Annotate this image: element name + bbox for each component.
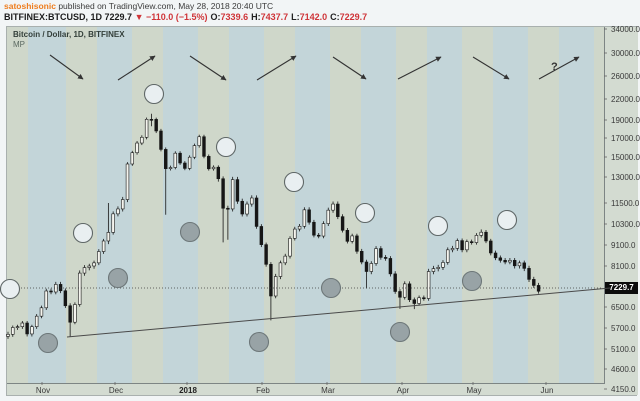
time-axis-label: May	[466, 386, 482, 395]
price-axis[interactable]: 34000.0 30000.0 26000.0 22000.0 19000.0 17000…	[605, 25, 640, 395]
price-axis-label: 19000.0	[611, 116, 640, 125]
time-axis-label: Dec	[108, 386, 124, 395]
high-label: H:	[251, 12, 261, 22]
price-axis-label: 4600.0	[611, 365, 636, 374]
close-label: C:	[330, 12, 340, 22]
close-value: 7229.7	[339, 12, 368, 22]
published-text: published on TradingView.com, May 28, 20…	[55, 1, 274, 11]
last-price: 7229.7	[104, 12, 133, 22]
price-axis-label: 4150.0	[611, 385, 636, 394]
time-axis-label: Apr	[396, 386, 410, 395]
last-price-badge: 7229.7	[605, 282, 638, 294]
time-axis-label: Nov	[35, 386, 51, 395]
time-axis[interactable]: Nov Dec 2018 Feb Mar Apr May Jun	[7, 384, 605, 395]
header: satoshisonic published on TradingView.co…	[4, 1, 634, 23]
time-axis-label: 2018	[179, 386, 197, 395]
price-axis-label: 9100.0	[611, 241, 636, 250]
price-change: ▼ −110.0 (−1.5%)	[134, 12, 208, 22]
low-value: 7142.0	[299, 12, 328, 22]
price-axis-label: 17000.0	[611, 134, 640, 143]
price-axis-label: 5700.0	[611, 324, 636, 333]
open-value: 7339.6	[220, 12, 249, 22]
price-axis-label: 13000.0	[611, 173, 640, 182]
price-axis-label: 34000.0	[611, 25, 640, 34]
chart-container: 34000.0 30000.0 26000.0 22000.0 19000.0 17000…	[6, 25, 640, 396]
low-label: L:	[291, 12, 300, 22]
high-value: 7437.7	[260, 12, 289, 22]
price-axis-label: 6500.0	[611, 303, 636, 312]
price-axis-label: 8100.0	[611, 262, 636, 271]
price-axis-label: 15000.0	[611, 153, 640, 162]
price-axis-label: 30000.0	[611, 49, 640, 58]
time-axis-label: Jun	[540, 386, 554, 395]
ticker-symbol: BITFINEX:BTCUSD, 1D	[4, 12, 103, 22]
ticker-line: BITFINEX:BTCUSD, 1D 7229.7 ▼ −110.0 (−1.…	[4, 12, 634, 23]
price-axis-label: 11500.0	[611, 199, 640, 208]
time-axis-label: Mar	[321, 386, 335, 395]
price-axis-label: 26000.0	[611, 72, 640, 81]
time-axis-label: Feb	[256, 386, 270, 395]
username-link[interactable]: satoshisonic	[4, 1, 56, 11]
price-axis-label: 5100.0	[611, 345, 636, 354]
open-label: O:	[210, 12, 221, 22]
chart-plot-area[interactable]	[7, 27, 605, 384]
price-axis-label: 10300.0	[611, 220, 640, 229]
published-line: satoshisonic published on TradingView.co…	[4, 1, 634, 12]
price-axis-label: 22000.0	[611, 95, 640, 104]
